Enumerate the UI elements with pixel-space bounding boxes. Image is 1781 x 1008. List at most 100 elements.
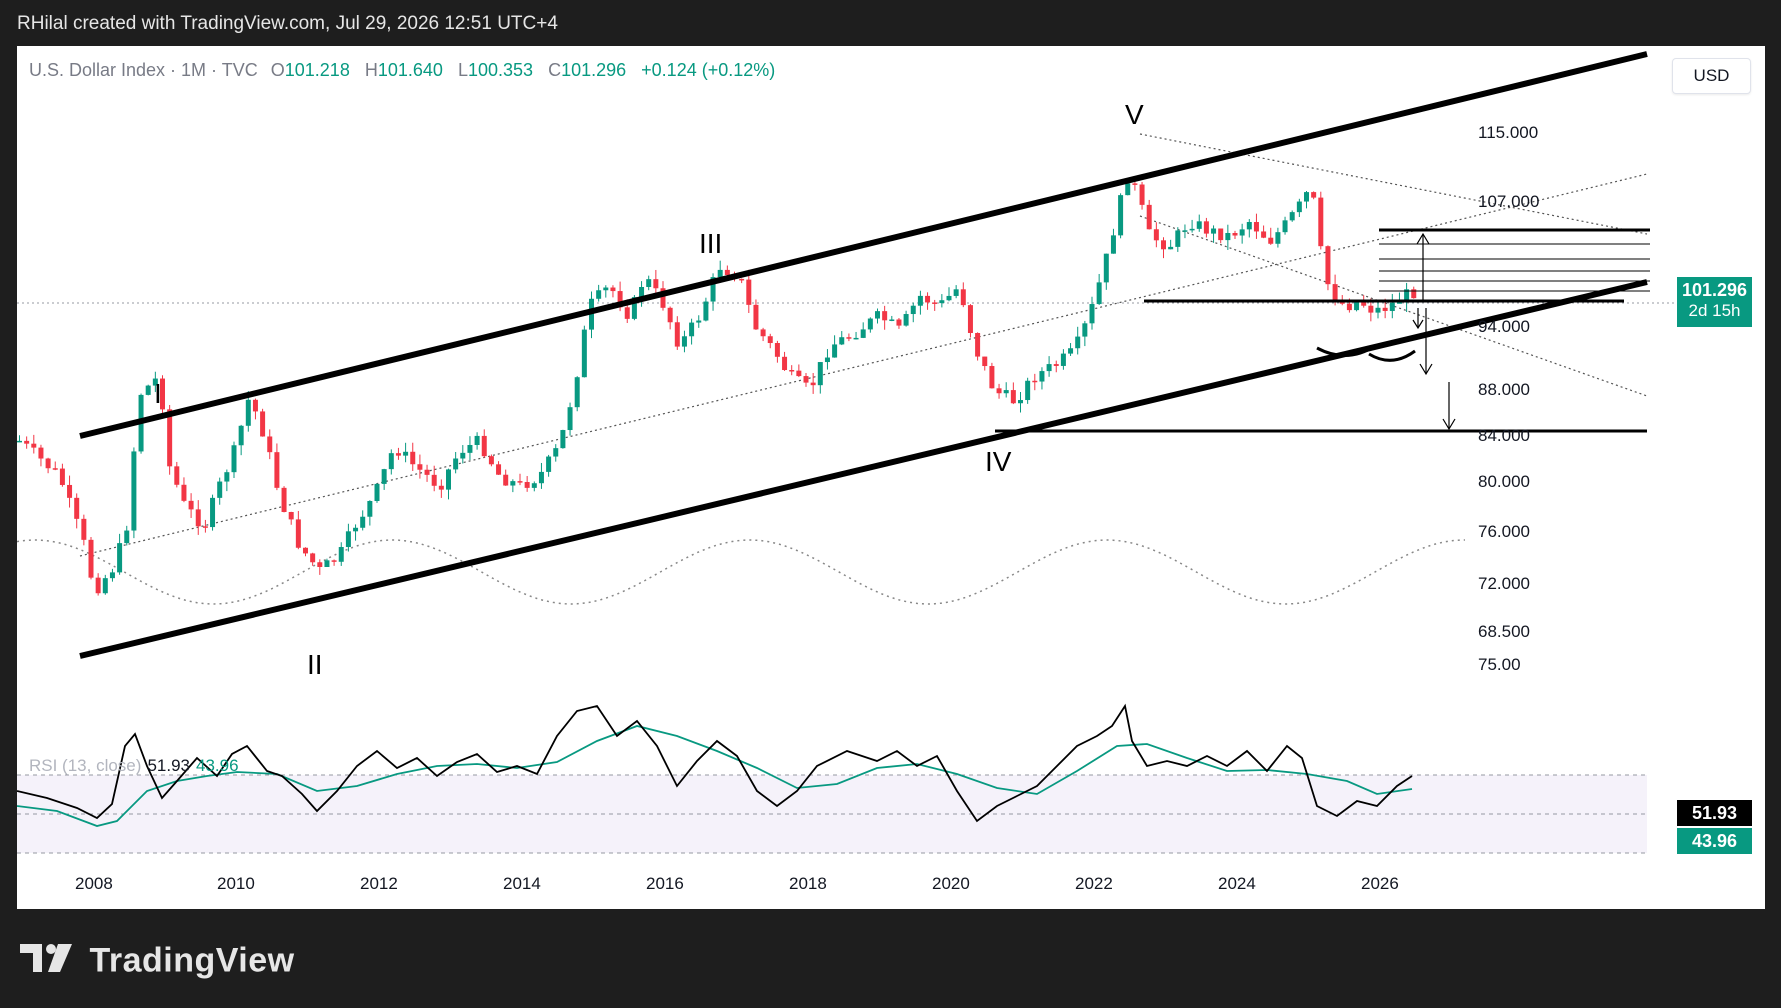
channel-lower-line[interactable]: [79, 279, 1648, 659]
candle-body: [760, 329, 766, 337]
candle-body: [481, 435, 487, 457]
candle-body: [817, 362, 823, 386]
candle-body: [1218, 228, 1224, 241]
candle-body: [896, 319, 902, 326]
candle-body: [45, 458, 51, 469]
candle-body: [167, 409, 173, 467]
candle-body: [1039, 371, 1045, 382]
candle-body: [624, 307, 630, 319]
chart-pane[interactable]: I II III IV V 115.000 107.000 94.000 88.000…: [17, 46, 1765, 909]
candle-body: [245, 399, 251, 426]
channel-midline: [79, 173, 1648, 557]
candle-body: [109, 572, 115, 579]
chart-credit: RHilal created with TradingView.com, Jul…: [17, 13, 558, 34]
candle-body: [467, 444, 473, 453]
rsi-legend-ma: 43.96: [195, 756, 239, 775]
candle-body: [424, 469, 430, 475]
high-key: H: [364, 60, 378, 80]
candle-body: [1161, 240, 1166, 250]
candle-body: [631, 297, 637, 319]
candle-body: [260, 411, 266, 437]
change-value: +0.124 (+0.12%): [641, 60, 776, 80]
candle-body: [231, 445, 237, 473]
candle-body: [1118, 195, 1124, 236]
candle-body: [660, 288, 666, 308]
candle-body: [503, 474, 509, 486]
candle-body: [1382, 307, 1388, 311]
candle-body: [853, 337, 859, 340]
candle-body: [1332, 284, 1338, 302]
wave-label-ii: II: [307, 649, 323, 680]
candle-body: [1110, 235, 1116, 254]
candle-body: [1354, 301, 1360, 311]
candle-body: [889, 319, 895, 321]
candle-body: [288, 512, 294, 520]
candle-body: [810, 382, 816, 386]
candle-body: [303, 547, 308, 554]
candle-body: [803, 376, 809, 383]
candle-body: [581, 329, 587, 378]
candle-body: [1232, 232, 1238, 236]
open-value: 101.218: [284, 60, 350, 80]
candle-body: [603, 287, 609, 291]
time-axis[interactable]: 2008 2010 2012 2014 2016 2018 2020 2022 2024 2026: [75, 874, 1399, 893]
time-axis-label: 2020: [932, 874, 970, 893]
tradingview-logo[interactable]: TradingView: [20, 940, 295, 981]
rsi-legend[interactable]: RSI (13, close) 51.93 43.96: [29, 756, 239, 776]
price-axis-label: 76.000: [1478, 522, 1530, 541]
open-key: O: [270, 60, 285, 80]
candle-body: [524, 482, 530, 488]
wave-label-iv: IV: [985, 446, 1012, 477]
candle-body: [188, 500, 194, 510]
candle-body: [1175, 230, 1181, 247]
candle-body: [724, 269, 730, 276]
price-axis-label: 84.000: [1478, 426, 1530, 445]
time-axis-label: 2012: [360, 874, 398, 893]
candle-body: [1103, 253, 1109, 283]
candle-body: [117, 543, 123, 573]
price-axis[interactable]: 115.000 107.000 94.000 88.000 84.000 80.000 76…: [1478, 123, 1539, 674]
candle-body: [1018, 400, 1023, 404]
candle-body: [310, 553, 316, 563]
candle-body: [152, 378, 158, 386]
currency-button[interactable]: USD: [1672, 58, 1751, 94]
candle-body: [860, 329, 866, 338]
candle-body: [295, 519, 301, 548]
price-axis-label: 75.00: [1478, 655, 1521, 674]
candle-body: [1289, 212, 1295, 221]
candle-body: [1153, 229, 1159, 241]
wave-label-i: I: [154, 378, 162, 409]
candle-body: [510, 481, 516, 486]
candle-body: [95, 577, 101, 594]
candle-body: [1046, 364, 1052, 372]
candle-body: [753, 304, 759, 330]
close-value: 101.296: [561, 60, 627, 80]
bar-countdown: 2d 15h: [1688, 301, 1741, 320]
last-price-tag: 101.296 2d 15h: [1677, 277, 1752, 327]
channel-upper-line[interactable]: [79, 51, 1648, 439]
rsi-ma-tag: 43.96: [1677, 828, 1752, 854]
close-key: C: [548, 60, 562, 80]
candle-body: [1304, 192, 1309, 202]
candle-body: [1146, 204, 1152, 230]
candle-body: [953, 289, 959, 296]
candle-body: [1203, 221, 1209, 234]
candle-body: [717, 269, 723, 278]
candle-body: [31, 443, 37, 448]
candle-body: [1253, 222, 1259, 232]
candle-body: [1375, 307, 1381, 313]
candle-body: [460, 452, 466, 459]
candle-body: [1132, 183, 1138, 185]
candle-body: [867, 318, 873, 330]
chart-canvas[interactable]: I II III IV V 115.000 107.000 94.000 88.000…: [17, 46, 1765, 909]
time-axis-label: 2024: [1218, 874, 1256, 893]
candle-body: [1282, 220, 1288, 233]
candle-body: [1368, 305, 1374, 313]
candle-body: [474, 435, 480, 445]
candle-body: [1275, 232, 1281, 244]
last-price-value: 101.296: [1681, 280, 1748, 300]
candle-body: [88, 539, 94, 578]
candle-body: [782, 356, 788, 371]
rsi-ma-line: [17, 725, 1413, 827]
candle-body: [989, 366, 995, 389]
